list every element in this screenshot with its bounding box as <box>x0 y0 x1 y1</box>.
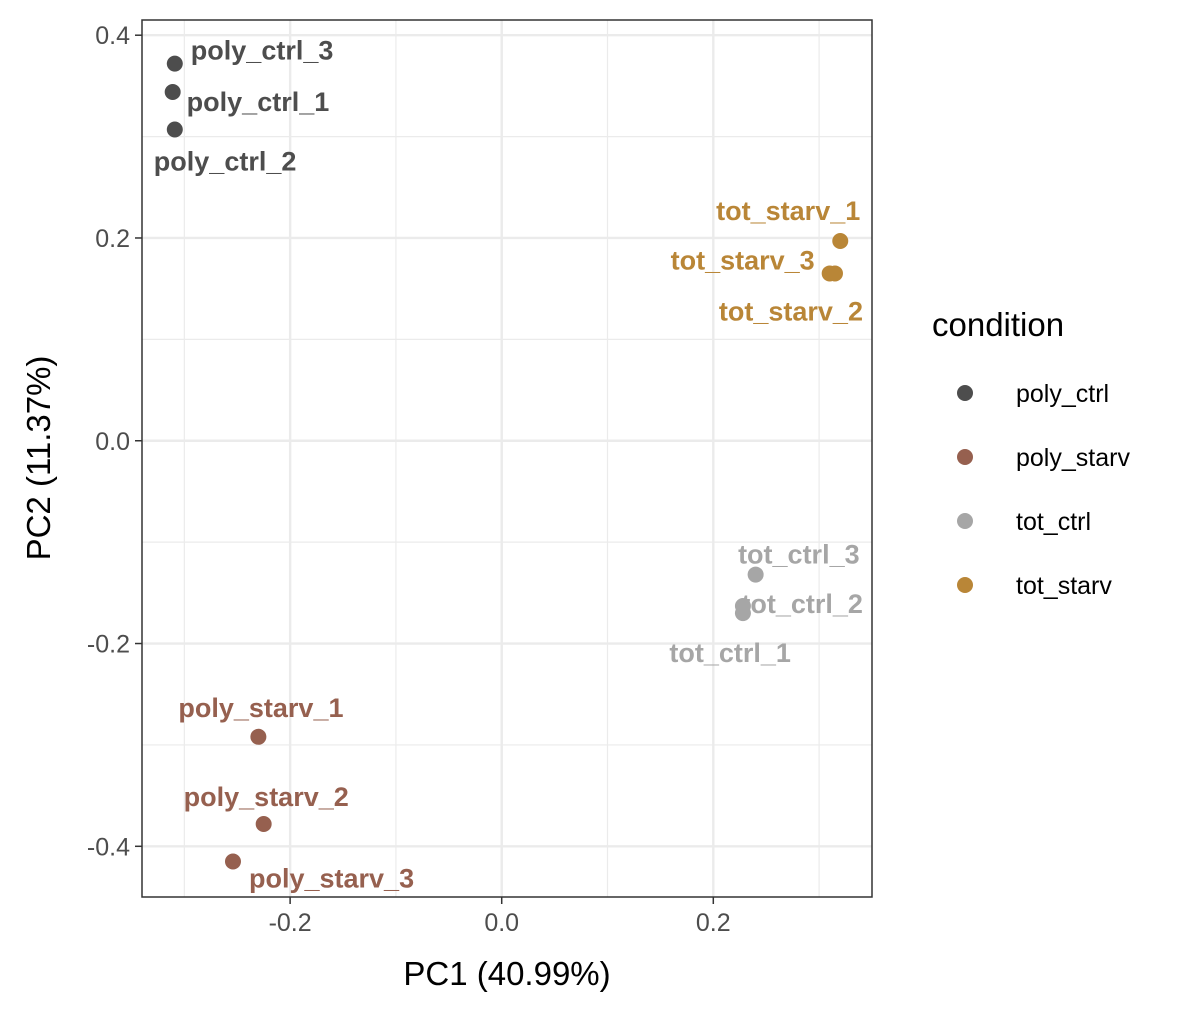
data-point-tot-starv-1 <box>832 233 849 250</box>
data-point-poly-starv-1 <box>250 728 267 745</box>
point-label-poly-starv-2: poly_starv_2 <box>184 782 349 812</box>
legend-key-poly-ctrl <box>957 385 973 401</box>
point-label-poly-ctrl-3: poly_ctrl_3 <box>191 36 334 66</box>
legend-label-poly-starv: poly_starv <box>1016 444 1130 472</box>
y-tick-label: 0.2 <box>95 225 130 253</box>
x-tick-label: 0.0 <box>484 909 519 937</box>
legend-label-tot-ctrl: tot_ctrl <box>1016 508 1091 536</box>
legend-title: condition <box>932 306 1064 343</box>
point-label-tot-starv-1: tot_starv_1 <box>716 196 860 226</box>
point-label-tot-ctrl-1: tot_ctrl_1 <box>669 638 791 668</box>
legend-key-poly-starv <box>957 449 973 465</box>
data-point-poly-ctrl-2 <box>166 121 183 138</box>
point-label-poly-starv-3: poly_starv_3 <box>249 864 414 894</box>
point-label-poly-starv-1: poly_starv_1 <box>178 693 343 723</box>
data-point-poly-ctrl-1 <box>164 83 181 100</box>
point-label-tot-starv-2: tot_starv_2 <box>719 296 863 326</box>
data-point-poly-starv-3 <box>224 853 241 870</box>
point-label-poly-ctrl-1: poly_ctrl_1 <box>187 87 330 117</box>
point-labels: poly_ctrl_3 poly_ctrl_1 poly_ctrl_2 poly_st… <box>154 36 863 894</box>
legend-label-tot-starv: tot_starv <box>1016 572 1112 600</box>
point-label-tot-ctrl-2: tot_ctrl_2 <box>741 589 863 619</box>
point-label-tot-starv-3: tot_starv_3 <box>671 245 815 275</box>
y-tick-label: -0.4 <box>87 833 130 861</box>
plot-border <box>141 19 873 898</box>
legend: condition poly_ctrl poly_starv tot_ctrltot… <box>932 306 1130 600</box>
grid-lines <box>142 20 872 897</box>
y-axis-title: PC2 (11.37%) <box>20 356 57 561</box>
y-tick-label: 0.4 <box>95 22 130 50</box>
point-label-tot-ctrl-3: tot_ctrl_3 <box>738 540 860 570</box>
legend-key-tot-starv <box>957 577 973 593</box>
x-tick-label: -0.2 <box>269 909 312 937</box>
plot-panel <box>142 20 872 897</box>
data-point-tot-starv-2 <box>826 265 843 282</box>
data-point-tot-ctrl-1 <box>734 605 751 622</box>
data-point-tot-ctrl-3 <box>747 566 764 583</box>
y-tick-label: 0.0 <box>95 428 130 456</box>
y-tick-label: -0.2 <box>87 631 130 659</box>
x-axis-title: PC1 (40.99%) <box>403 955 610 992</box>
point-label-poly-ctrl-2: poly_ctrl_2 <box>154 146 297 176</box>
axis-ticks: -0.2 0.0 0.2 -0.4 -0.2 0.0 0.2 0.4 <box>87 22 731 937</box>
data-point-poly-starv-2 <box>255 816 272 833</box>
legend-key-tot-ctrl <box>957 513 973 529</box>
data-point-poly-ctrl-3 <box>166 55 183 72</box>
legend-label-poly-ctrl: poly_ctrl <box>1016 380 1109 408</box>
x-tick-label: 0.2 <box>696 909 731 937</box>
data-points <box>164 55 849 870</box>
